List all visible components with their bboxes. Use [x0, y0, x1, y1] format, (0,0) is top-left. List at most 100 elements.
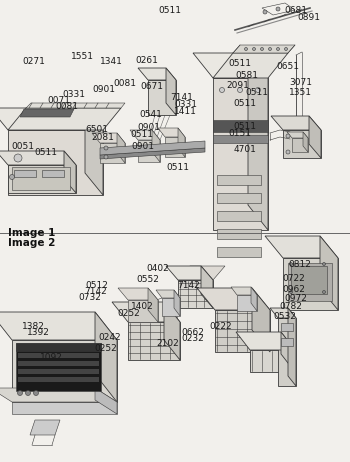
Polygon shape — [118, 288, 158, 300]
Text: 0651: 0651 — [276, 62, 299, 72]
Polygon shape — [138, 68, 176, 80]
Polygon shape — [8, 165, 76, 193]
Text: 0261: 0261 — [135, 56, 159, 66]
Polygon shape — [0, 151, 76, 165]
Text: 0732: 0732 — [79, 293, 102, 302]
Bar — [18, 377, 99, 382]
Polygon shape — [292, 138, 308, 152]
Polygon shape — [174, 290, 180, 316]
Text: Image 1: Image 1 — [8, 228, 55, 238]
Polygon shape — [95, 312, 117, 402]
Polygon shape — [271, 116, 321, 130]
Circle shape — [322, 291, 326, 293]
Polygon shape — [162, 298, 180, 316]
Circle shape — [276, 48, 280, 50]
Text: 0532: 0532 — [274, 312, 297, 321]
Polygon shape — [0, 108, 103, 130]
Polygon shape — [64, 151, 76, 193]
Text: 0901: 0901 — [93, 85, 116, 94]
Circle shape — [286, 150, 290, 154]
Text: 1351: 1351 — [289, 88, 312, 97]
Text: 7142: 7142 — [84, 287, 106, 297]
Text: 0511: 0511 — [130, 130, 153, 140]
Polygon shape — [100, 141, 205, 155]
Polygon shape — [138, 140, 160, 162]
Text: 0511: 0511 — [229, 59, 252, 68]
Polygon shape — [283, 130, 321, 158]
Circle shape — [34, 390, 38, 395]
Circle shape — [276, 7, 280, 11]
Circle shape — [245, 48, 247, 50]
Polygon shape — [281, 332, 295, 372]
Bar — [16, 343, 101, 391]
Text: 2091: 2091 — [226, 80, 250, 90]
Text: 0331: 0331 — [62, 90, 85, 99]
Polygon shape — [270, 308, 296, 318]
Circle shape — [219, 87, 224, 92]
Polygon shape — [265, 236, 338, 258]
Text: 0252: 0252 — [118, 309, 140, 318]
Circle shape — [286, 134, 290, 138]
Circle shape — [252, 48, 256, 50]
Text: 4701: 4701 — [233, 145, 257, 154]
Polygon shape — [309, 116, 321, 158]
Text: 7141: 7141 — [170, 93, 194, 102]
Text: 0901: 0901 — [131, 142, 154, 151]
Text: 1341: 1341 — [100, 57, 123, 67]
Polygon shape — [178, 128, 185, 157]
Text: 1092: 1092 — [40, 353, 63, 362]
Polygon shape — [248, 53, 268, 230]
Circle shape — [14, 154, 22, 162]
Polygon shape — [85, 108, 103, 195]
Text: 0512: 0512 — [86, 281, 109, 291]
Text: 1382: 1382 — [22, 322, 45, 331]
Bar — [14, 170, 36, 177]
Circle shape — [9, 175, 14, 180]
Bar — [18, 369, 99, 374]
Circle shape — [104, 146, 108, 150]
Polygon shape — [283, 258, 338, 310]
Polygon shape — [178, 266, 225, 280]
Text: 1411: 1411 — [174, 107, 197, 116]
Bar — [217, 193, 261, 203]
Bar — [18, 353, 99, 358]
Text: 0511: 0511 — [233, 122, 257, 131]
Polygon shape — [288, 308, 296, 386]
Text: 0071: 0071 — [47, 96, 70, 105]
Polygon shape — [231, 287, 257, 295]
Bar — [281, 323, 293, 331]
Polygon shape — [92, 133, 125, 143]
Polygon shape — [166, 266, 213, 280]
Polygon shape — [117, 133, 125, 163]
Circle shape — [289, 291, 293, 293]
Polygon shape — [164, 302, 180, 360]
Text: 2102: 2102 — [157, 339, 179, 348]
Text: 0581: 0581 — [235, 71, 258, 80]
Text: 0782: 0782 — [279, 302, 302, 311]
Polygon shape — [287, 132, 308, 138]
Circle shape — [268, 48, 272, 50]
Text: 0662: 0662 — [181, 328, 204, 337]
Polygon shape — [148, 288, 158, 322]
Text: 0511: 0511 — [233, 99, 257, 109]
Polygon shape — [215, 310, 270, 352]
Polygon shape — [0, 388, 117, 402]
Circle shape — [256, 87, 260, 92]
Text: 7142: 7142 — [177, 281, 200, 290]
Polygon shape — [152, 130, 160, 162]
Polygon shape — [95, 388, 117, 414]
Circle shape — [285, 48, 287, 50]
Text: 0331: 0331 — [174, 100, 197, 109]
Text: 0081: 0081 — [114, 79, 137, 88]
Text: 0511: 0511 — [34, 148, 57, 158]
Polygon shape — [130, 130, 160, 140]
Polygon shape — [8, 108, 121, 130]
Bar — [213, 135, 268, 143]
Bar — [288, 263, 332, 301]
Circle shape — [263, 10, 267, 14]
Polygon shape — [178, 280, 213, 308]
Polygon shape — [0, 312, 117, 340]
Polygon shape — [250, 350, 295, 372]
Bar — [217, 247, 261, 257]
Circle shape — [260, 48, 264, 50]
